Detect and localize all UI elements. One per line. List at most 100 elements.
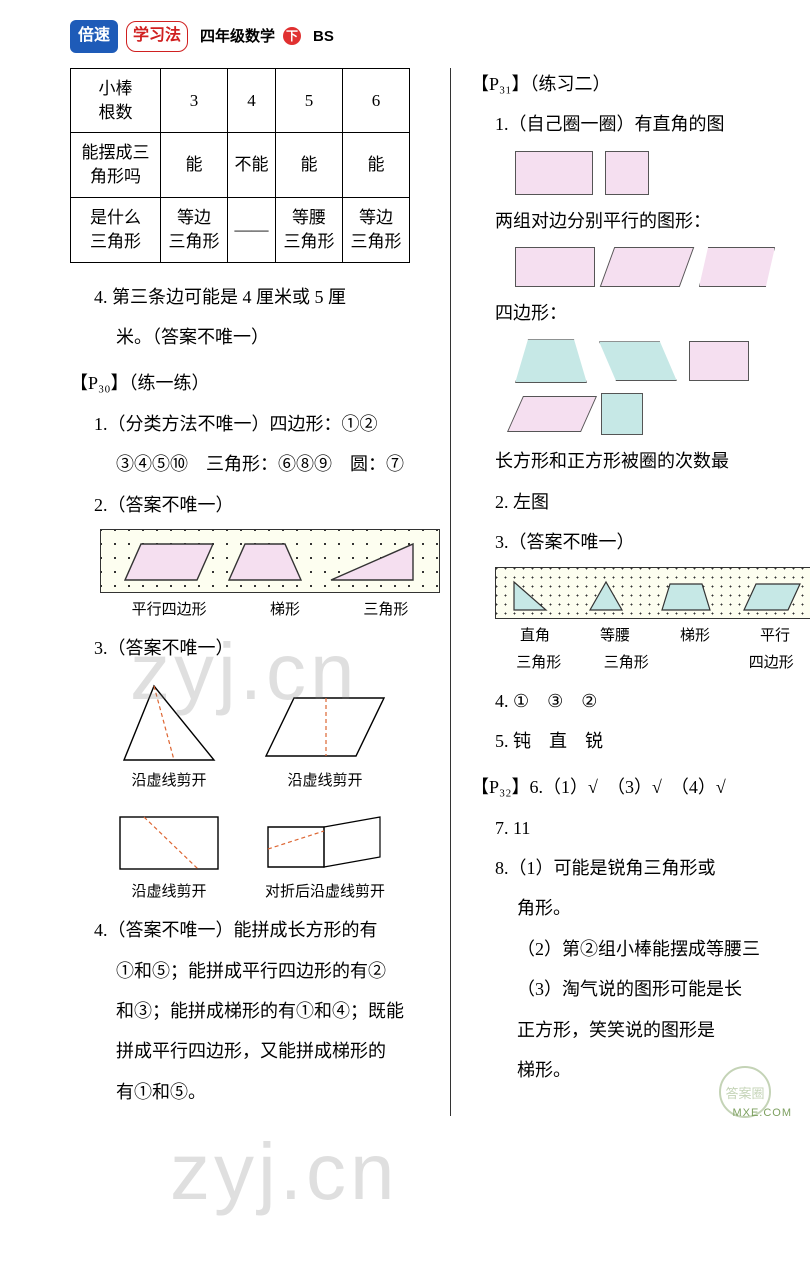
left-q1a: 1.（分类方法不唯一）四边形：①② — [70, 408, 432, 440]
left-q4-2b: ①和⑤；能拼成平行四边形的有② — [70, 955, 432, 987]
dl1: 平行四边形 — [132, 597, 207, 624]
logo-red: 学习法 — [126, 21, 188, 52]
dg-right-row2: 三角形 三角形 — 四边形 — [495, 650, 810, 677]
parallelogram-cut — [260, 678, 390, 768]
dlr1d: 平行 — [760, 623, 790, 650]
rect-pink3 — [689, 341, 749, 381]
rect-pink — [515, 151, 593, 195]
grade-text: 四年级数学 — [200, 23, 275, 50]
shapes-row-1 — [515, 151, 810, 195]
dg-right-row1: 直角 等腰 梯形 平行 — [495, 623, 810, 650]
p31-tag: 【P₃₁】（练习二） — [471, 68, 810, 100]
dlr2d: 四边形 — [749, 650, 794, 677]
rect-pink2 — [515, 247, 595, 287]
t-r3c1b: 三角形 — [168, 232, 219, 251]
t-r1c1: 3 — [161, 68, 228, 133]
t-r3c1a: 等边 — [177, 208, 211, 227]
sticks-table: 小棒根数 3 4 5 6 能摆成三角形吗 能 不能 能 能 是什么三角形 等边三… — [70, 68, 410, 263]
dl3: 三角形 — [363, 597, 408, 624]
rect-cut — [114, 809, 224, 879]
p30-tag: 【P₃₀】（练一练） — [70, 367, 432, 399]
shapes-row-3 — [515, 339, 810, 383]
right-q7: 7. 11 — [471, 812, 810, 844]
trap-blue — [515, 339, 587, 383]
t-r1c3: 5 — [275, 68, 342, 133]
t-r3c0b: 三角形 — [90, 232, 141, 251]
t-r1c0b: 根数 — [99, 103, 133, 122]
dotgrid-labels: 平行四边形 梯形 三角形 — [100, 597, 440, 624]
right-q8c: （2）第②组小棒能摆成等腰三 — [471, 933, 810, 965]
dlr1c: 梯形 — [680, 623, 710, 650]
left-q4b: 米。（答案不唯一） — [70, 321, 432, 353]
right-q4: 4. ① ③ ② — [471, 685, 810, 717]
dlr1a: 直角 — [520, 623, 550, 650]
t-r3c4b: 三角形 — [350, 232, 401, 251]
cut3-label: 沿虚线剪开 — [114, 879, 224, 906]
t-r1c0a: 小棒 — [99, 79, 133, 98]
dl2: 梯形 — [270, 597, 300, 624]
right-q8a: 8.（1）可能是锐角三角形或 — [471, 852, 810, 884]
cut1-label: 沿虚线剪开 — [114, 768, 224, 795]
left-q4a: 4. 第三条边可能是 4 厘米或 5 厘 — [70, 281, 432, 313]
p32-tag: 【P₃₂】6.（1）√ （3）√ （4）√ — [471, 771, 810, 803]
cut-row-2: 沿虚线剪开 对折后沿虚线剪开 — [114, 809, 432, 906]
t-r3c0a: 是什么 — [90, 208, 141, 227]
t-r3c3b: 三角形 — [283, 232, 334, 251]
txt-parallel: 两组对边分别平行的图形： — [471, 205, 810, 237]
t-r1c4: 6 — [342, 68, 409, 133]
right-q8d: （3）淘气说的图形可能是长 — [471, 973, 810, 1005]
dotgrid-shapes — [101, 530, 441, 594]
right-q1: 1.（自己圈一圈）有直角的图 — [471, 108, 810, 140]
cut1: 沿虚线剪开 — [114, 678, 224, 795]
cut-row-1: 沿虚线剪开 沿虚线剪开 — [114, 678, 432, 795]
t-r2c1: 能 — [161, 133, 228, 198]
dlr1b: 等腰 — [600, 623, 630, 650]
left-q2: 2.（答案不唯一） — [70, 489, 432, 521]
down-circle: 下 — [283, 27, 301, 45]
shapes-row-2 — [515, 247, 810, 287]
left-q4-2a: 4.（答案不唯一）能拼成长方形的有 — [70, 914, 432, 946]
fold-cut — [260, 809, 390, 879]
trap-blue2 — [599, 341, 677, 381]
t-r1c2: 4 — [227, 68, 275, 133]
trap-pink — [699, 247, 775, 287]
column-left: 小棒根数 3 4 5 6 能摆成三角形吗 能 不能 能 能 是什么三角形 等边三… — [70, 68, 450, 1116]
shapes-row-4 — [515, 393, 810, 435]
content: 小棒根数 3 4 5 6 能摆成三角形吗 能 不能 能 能 是什么三角形 等边三… — [0, 68, 810, 1146]
para-pink — [600, 247, 695, 287]
dotgrid-right-shapes — [496, 568, 810, 620]
t-r3c3a: 等腰 — [292, 208, 326, 227]
t-r3c2: —— — [227, 197, 275, 262]
dotgrid-right — [495, 567, 810, 619]
left-q1b: ③④⑤⑩ 三角形：⑥⑧⑨ 圆：⑦ — [70, 448, 432, 480]
cut2: 沿虚线剪开 — [260, 678, 390, 795]
para-pink2 — [507, 396, 597, 432]
logo-badge: 倍速 — [70, 20, 118, 53]
t-r2c4: 能 — [342, 133, 409, 198]
txt-most: 长方形和正方形被圈的次数最 — [471, 445, 810, 477]
right-q8b: 角形。 — [471, 892, 810, 924]
left-q4-2e: 有①和⑤。 — [70, 1076, 432, 1108]
left-q4-2d: 拼成平行四边形，又能拼成梯形的 — [70, 1035, 432, 1067]
cut3: 沿虚线剪开 — [114, 809, 224, 906]
cut4: 对折后沿虚线剪开 — [260, 809, 390, 906]
dlr2b: 三角形 — [604, 650, 649, 677]
cut2-label: 沿虚线剪开 — [260, 768, 390, 795]
edition-bs: BS — [313, 23, 334, 50]
dlr2a: 三角形 — [516, 650, 561, 677]
right-q5: 5. 钝 直 锐 — [471, 725, 810, 757]
column-right: 【P₃₁】（练习二） 1.（自己圈一圈）有直角的图 两组对边分别平行的图形： 四… — [450, 68, 810, 1116]
mxe-text: MXE.COM — [732, 1104, 792, 1124]
t-r2c0a: 能摆成三 — [82, 143, 150, 162]
triangle-cut — [114, 678, 224, 768]
cut4-label: 对折后沿虚线剪开 — [260, 879, 390, 906]
dotgrid-left — [100, 529, 440, 593]
t-r3c4a: 等边 — [359, 208, 393, 227]
page-header: 倍速 学习法 四年级数学 下 BS — [0, 0, 810, 68]
t-r2c0b: 角形吗 — [90, 167, 141, 186]
right-q3: 3.（答案不唯一） — [471, 526, 810, 558]
right-q8f: 梯形。 — [471, 1054, 810, 1086]
right-q2: 2. 左图 — [471, 486, 810, 518]
left-q4-2c: 和③；能拼成梯形的有①和④；既能 — [70, 995, 432, 1027]
left-q3: 3.（答案不唯一） — [70, 632, 432, 664]
